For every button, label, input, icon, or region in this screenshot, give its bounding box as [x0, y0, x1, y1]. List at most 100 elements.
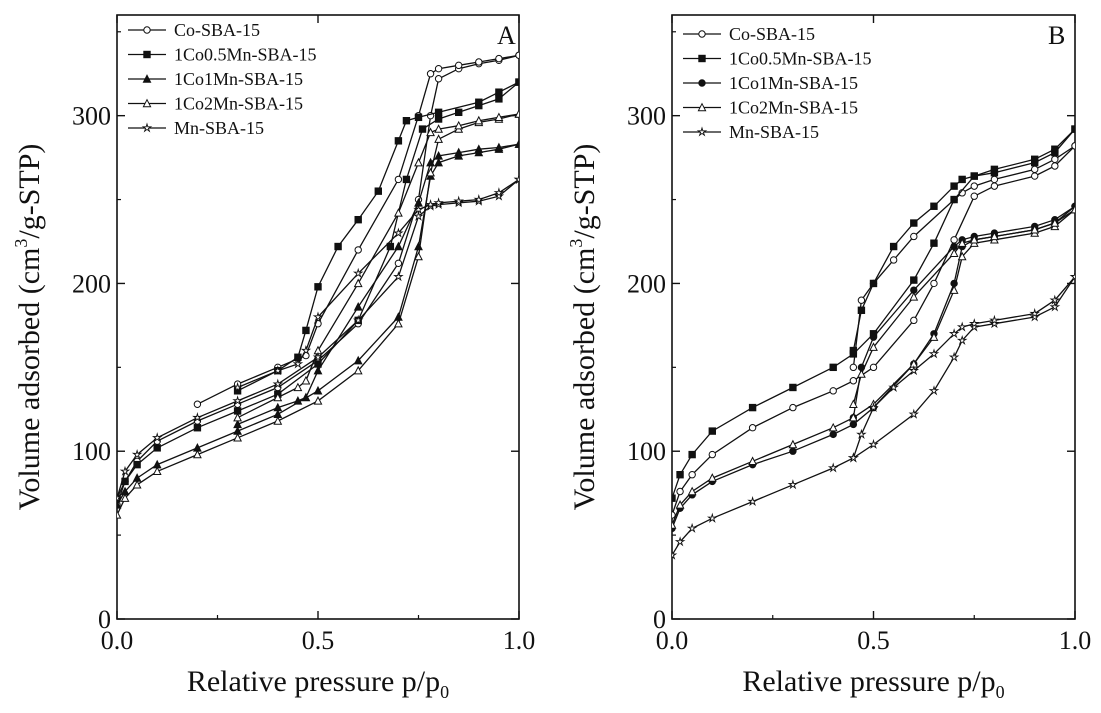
adsorption-point: [748, 403, 757, 412]
adsorption-point: [672, 520, 677, 529]
desorption-point: [989, 231, 999, 241]
legend-marker: [143, 50, 151, 59]
adsorption-point: [192, 449, 202, 459]
adsorption-point: [869, 363, 878, 372]
desorption-point: [413, 203, 424, 215]
adsorption-line: [117, 178, 519, 499]
desorption-point: [232, 381, 243, 392]
x-tick-label: 0.0: [101, 626, 134, 655]
desorption-point: [869, 279, 878, 288]
adsorption-point: [910, 316, 918, 325]
legend-label: 1Co0.5Mn-SBA-15: [174, 45, 317, 65]
adsorption-point: [910, 276, 918, 284]
desorption-point: [393, 227, 404, 238]
desorption-point: [856, 428, 867, 439]
desorption-point: [425, 199, 436, 210]
adsorption-point: [849, 420, 858, 429]
desorption-point: [334, 242, 342, 251]
legend-label: 1Co1Mn-SBA-15: [174, 69, 303, 89]
desorption-point: [957, 238, 967, 247]
desorption-line: [852, 276, 1075, 459]
adsorption-point: [233, 432, 243, 442]
adsorption-point: [402, 175, 411, 184]
adsorption-point: [707, 473, 717, 482]
desorption-point: [312, 311, 324, 322]
adsorption-point: [353, 355, 363, 365]
legend-marker: [142, 98, 152, 108]
adsorption-point: [386, 242, 395, 251]
adsorption-point: [956, 334, 968, 346]
adsorption-point: [414, 251, 423, 261]
desorption-point: [495, 88, 503, 96]
desorption-point: [475, 58, 483, 66]
desorption-line: [237, 81, 519, 392]
chart-panel-b: 0.0 0.5 1.0 0 100 200 300 Relative pressure p/p…: [566, 14, 1091, 702]
adsorption-point: [949, 285, 959, 294]
desorption-point: [453, 195, 464, 206]
adsorption-point: [133, 460, 141, 469]
adsorption-point: [950, 236, 958, 244]
desorption-line: [237, 178, 519, 389]
desorption-point: [1049, 294, 1061, 305]
desorption-point: [857, 306, 866, 314]
desorption-point: [273, 402, 283, 412]
series-1co2mn-sba-15: [117, 109, 519, 519]
legend-label: Mn-SBA-15: [174, 118, 264, 138]
desorption-point: [374, 187, 383, 195]
adsorption-point: [928, 385, 940, 396]
desorption-point: [293, 382, 303, 392]
desorption-point: [948, 328, 960, 339]
desorption-point: [514, 139, 519, 148]
y-tick-label: 200: [72, 269, 111, 298]
adsorption-point: [708, 450, 716, 459]
panel-letter: B: [1048, 21, 1065, 50]
desorption-point: [474, 144, 484, 153]
adsorption-point: [929, 332, 939, 341]
adsorption-point: [413, 210, 424, 221]
desorption-point: [970, 172, 978, 180]
adsorption-line: [672, 276, 1075, 556]
desorption-point: [1030, 224, 1040, 234]
adsorption-point: [828, 422, 838, 432]
desorption-point: [968, 318, 980, 329]
adsorption-point: [708, 427, 716, 435]
desorption-point: [909, 291, 919, 301]
desorption-point: [301, 392, 311, 402]
desorption-point: [1070, 204, 1075, 214]
desorption-point: [454, 120, 464, 130]
series-group: [117, 51, 519, 519]
legend-marker: [142, 74, 152, 83]
desorption-point: [856, 369, 866, 378]
desorption-point: [1051, 155, 1059, 163]
desorption-point: [394, 175, 403, 184]
adsorption-point: [312, 351, 324, 362]
desorption-point: [857, 296, 866, 304]
adsorption-point: [789, 403, 797, 412]
adsorption-point: [1031, 172, 1039, 180]
desorption-point: [434, 151, 444, 160]
x-tick-label: 0.5: [302, 626, 335, 655]
adsorption-point: [418, 125, 427, 133]
adsorption-point: [434, 115, 443, 123]
legend-label: 1Co1Mn-SBA-15: [729, 73, 858, 93]
adsorption-point: [957, 251, 967, 261]
x-tick-label: 1.0: [503, 626, 536, 655]
legend-marker: [698, 54, 706, 63]
adsorption-point: [748, 424, 757, 432]
adsorption-point: [117, 492, 123, 503]
desorption-point: [426, 70, 435, 78]
legend-marker: [698, 79, 706, 87]
adsorption-point: [393, 318, 403, 328]
desorption-point: [888, 381, 900, 393]
adsorption-point: [849, 377, 858, 385]
adsorption-point: [393, 271, 404, 282]
adsorption-point: [829, 363, 837, 372]
desorption-point: [513, 173, 519, 184]
desorption-point: [354, 246, 362, 254]
desorption-point: [352, 267, 364, 278]
desorption-point: [414, 113, 423, 122]
desorption-point: [1050, 218, 1060, 227]
desorption-point: [426, 127, 435, 137]
adsorption-point: [674, 536, 686, 547]
adsorption-point: [970, 192, 978, 200]
